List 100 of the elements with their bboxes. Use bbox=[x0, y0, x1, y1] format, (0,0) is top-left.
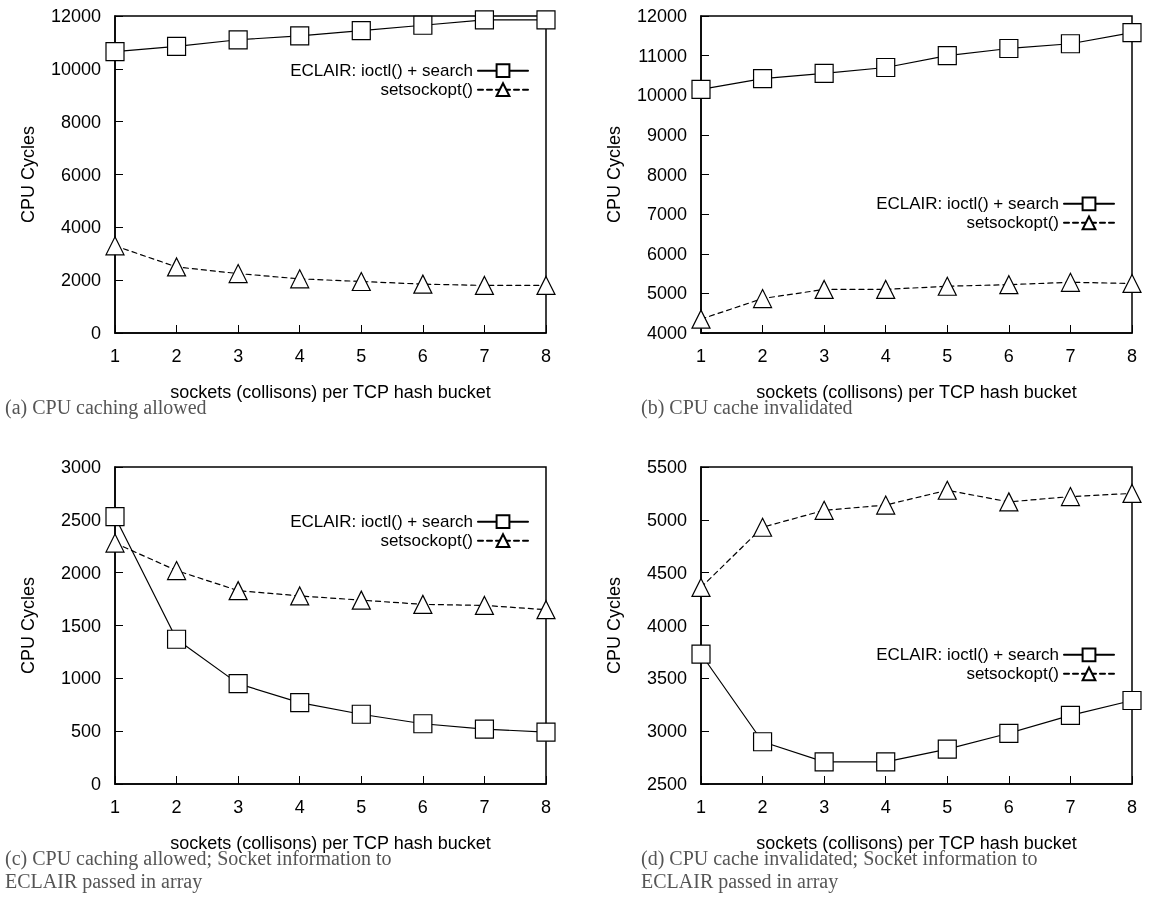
y-tick-label: 12000 bbox=[636, 6, 687, 26]
y-axis-title: CPU Cycles bbox=[604, 576, 624, 675]
point bbox=[413, 15, 433, 35]
point bbox=[228, 30, 248, 50]
point bbox=[351, 704, 371, 724]
x-tick-label: 5 bbox=[356, 797, 367, 817]
y-tick-label: 12000 bbox=[50, 6, 101, 26]
point bbox=[999, 492, 1019, 512]
x-tick-label: 5 bbox=[356, 346, 367, 366]
point bbox=[290, 693, 310, 713]
legend-label: setsockopt() bbox=[380, 80, 473, 100]
y-tick-label: 11000 bbox=[638, 45, 687, 66]
x-tick-label: 3 bbox=[233, 346, 244, 366]
y-tick-label: 5500 bbox=[646, 457, 687, 477]
legend-label: ECLAIR: ioctl() + search bbox=[290, 512, 473, 532]
x-tick-label: 7 bbox=[1065, 346, 1076, 366]
y-tick-label: 2500 bbox=[60, 509, 101, 530]
point bbox=[290, 269, 310, 289]
point bbox=[413, 714, 433, 734]
point bbox=[691, 79, 711, 99]
point bbox=[876, 57, 896, 78]
y-tick-label: 3500 bbox=[646, 668, 687, 689]
x-tick-label: 1 bbox=[695, 797, 707, 817]
point bbox=[937, 480, 957, 500]
point bbox=[691, 644, 711, 664]
y-tick-label: 9000 bbox=[646, 124, 687, 145]
y-tick-label: 500 bbox=[70, 721, 101, 742]
x-tick-label: 2 bbox=[757, 797, 768, 817]
x-tick-label: 7 bbox=[1065, 797, 1076, 817]
y-tick-label: 1000 bbox=[60, 668, 101, 689]
y-tick-label: 10000 bbox=[636, 85, 687, 106]
point bbox=[105, 236, 125, 256]
y-tick-label: 2000 bbox=[60, 270, 101, 291]
y-tick-label: 3000 bbox=[60, 457, 101, 477]
point bbox=[937, 46, 957, 66]
x-tick-label: 3 bbox=[819, 797, 830, 817]
point bbox=[536, 600, 556, 620]
x-tick-label: 8 bbox=[1126, 346, 1138, 366]
point bbox=[1122, 483, 1142, 504]
point bbox=[937, 739, 957, 759]
point bbox=[228, 674, 248, 694]
x-tick-label: 8 bbox=[540, 346, 552, 366]
point bbox=[752, 288, 773, 309]
point bbox=[474, 595, 495, 616]
y-tick-label: 6000 bbox=[60, 164, 101, 185]
point bbox=[474, 10, 495, 30]
point bbox=[999, 38, 1019, 59]
point bbox=[351, 590, 371, 610]
point bbox=[814, 279, 834, 300]
point bbox=[166, 257, 187, 277]
x-tick-label: 8 bbox=[1126, 797, 1138, 817]
point bbox=[814, 500, 834, 520]
y-axis-title: CPU Cycles bbox=[18, 125, 38, 224]
y-tick-label: 7000 bbox=[646, 204, 687, 225]
x-tick-label: 3 bbox=[233, 797, 244, 817]
x-tick-label: 6 bbox=[417, 346, 428, 366]
legend-label: ECLAIR: ioctl() + search bbox=[876, 645, 1059, 665]
point bbox=[752, 517, 773, 537]
x-tick-label: 2 bbox=[171, 346, 182, 366]
x-tick-label: 7 bbox=[479, 346, 490, 366]
point bbox=[105, 507, 125, 527]
point bbox=[1122, 273, 1142, 294]
point bbox=[536, 275, 556, 296]
x-tick-label: 1 bbox=[695, 346, 707, 366]
y-tick-label: 5000 bbox=[646, 509, 687, 530]
point bbox=[290, 26, 310, 46]
y-tick-label: 4000 bbox=[646, 323, 687, 343]
x-tick-label: 5 bbox=[942, 797, 953, 817]
point bbox=[474, 719, 495, 739]
point bbox=[876, 279, 896, 300]
y-tick-label: 6000 bbox=[646, 243, 687, 264]
y-tick-label: 5000 bbox=[646, 283, 687, 304]
point bbox=[1122, 23, 1142, 43]
y-tick-label: 4000 bbox=[60, 217, 101, 238]
y-tick-label: 1500 bbox=[60, 615, 101, 636]
x-tick-label: 1 bbox=[109, 797, 121, 817]
x-tick-label: 2 bbox=[171, 797, 182, 817]
point bbox=[228, 581, 248, 601]
y-tick-label: 10000 bbox=[50, 58, 101, 79]
legend-label: ECLAIR: ioctl() + search bbox=[876, 194, 1059, 214]
x-tick-label: 4 bbox=[880, 346, 891, 366]
point bbox=[1060, 705, 1081, 725]
legend-label: setsockopt() bbox=[966, 213, 1059, 233]
point bbox=[937, 276, 957, 296]
y-tick-label: 4500 bbox=[646, 562, 687, 583]
y-tick-label: 3000 bbox=[646, 721, 687, 742]
point bbox=[413, 594, 433, 614]
legend-label: setsockopt() bbox=[380, 531, 473, 551]
point bbox=[290, 586, 310, 606]
point bbox=[876, 752, 896, 772]
point bbox=[413, 274, 433, 294]
point bbox=[105, 533, 125, 553]
x-tick-label: 4 bbox=[294, 346, 305, 366]
x-tick-label: 3 bbox=[819, 346, 830, 366]
point bbox=[752, 69, 773, 89]
point bbox=[814, 752, 834, 772]
point bbox=[166, 560, 187, 581]
legend-label: ECLAIR: ioctl() + search bbox=[290, 61, 473, 81]
y-tick-label: 0 bbox=[90, 323, 101, 343]
point bbox=[691, 577, 711, 598]
